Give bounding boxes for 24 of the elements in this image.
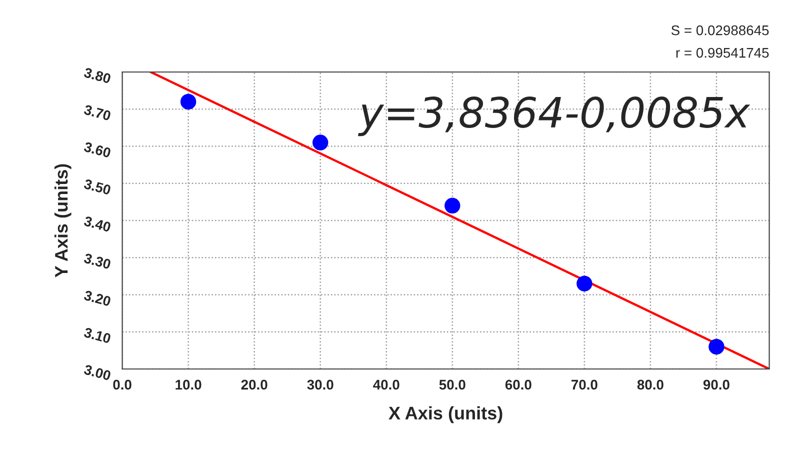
annotation: y=3,8364-0,0085x (358, 96, 750, 136)
y-axis-title: Y Axis (units) (54, 164, 72, 278)
y-tick-label: 3.50 (83, 178, 112, 196)
x-tick-label: 50.0 (439, 380, 466, 390)
y-tick-label: 3.20 (83, 290, 112, 306)
y-tick-label: 3.40 (83, 216, 112, 232)
x-tick-label: 70.0 (572, 380, 598, 390)
y-tick-label: 3.70 (83, 104, 112, 121)
x-tick-label: 30.0 (307, 380, 334, 390)
text: r = 0.99541745 (676, 48, 769, 58)
x-tick-label: 0.0 (113, 380, 132, 390)
text: S = 0.02988645 (671, 25, 769, 36)
x-tick-label: 80.0 (637, 380, 664, 390)
x-tick-label: 20.0 (241, 380, 268, 390)
y-tick-label: 3.10 (83, 327, 112, 344)
y-tick-label: 3.30 (83, 253, 112, 270)
x-tick-label: 60.0 (505, 380, 532, 390)
x-tick-label: 10.0 (176, 380, 202, 390)
y-tick-label: 3.60 (83, 142, 112, 158)
y-tick-label: 3.00 (83, 364, 112, 381)
x-axis-title: X Axis (units) (388, 406, 502, 424)
x-tick-label: 90.0 (703, 380, 730, 390)
x-tick-label: 40.0 (373, 380, 400, 390)
y-tick-label: 3.80 (83, 67, 112, 84)
